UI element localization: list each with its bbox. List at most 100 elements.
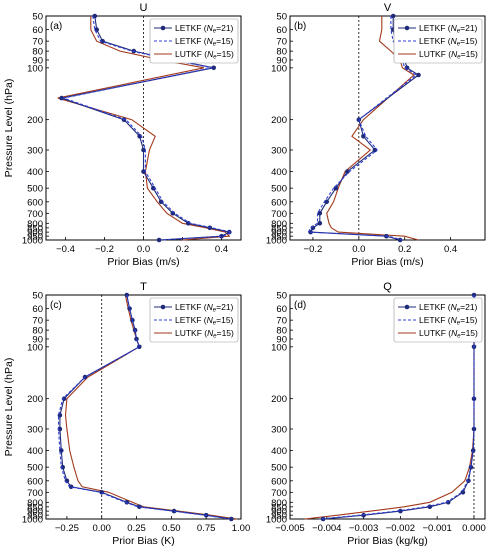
y-tick-label: 600 [27, 476, 43, 487]
data-point [141, 169, 146, 174]
y-tick-label: 50 [32, 12, 43, 23]
y-tick-label: 800 [271, 219, 287, 230]
legend-label: LUTKF (Ne=15) [419, 49, 478, 61]
y-tick-label: 400 [271, 167, 287, 178]
y-tick-label: 100 [27, 63, 43, 74]
data-point [151, 185, 156, 191]
legend-box [393, 297, 483, 343]
y-tick-label: 90 [276, 55, 287, 66]
data-point [137, 344, 142, 350]
chart-title: V [384, 2, 392, 14]
data-point [229, 516, 234, 522]
data-point [361, 134, 366, 139]
legend-box [149, 18, 239, 64]
chart-title: Q [383, 281, 392, 293]
y-tick-label: 90 [32, 55, 43, 66]
y-tick-label: 950 [271, 232, 287, 243]
y-tick-label: 850 [271, 502, 287, 513]
data-point [460, 490, 466, 495]
y-tick-label: 200 [271, 115, 287, 126]
legend-label: LETKF (Ne=15) [175, 315, 234, 327]
y-tick-label: 70 [276, 316, 287, 327]
y-tick-label: 300 [271, 424, 287, 435]
data-point [121, 117, 127, 122]
y-tick-label: 100 [271, 63, 287, 74]
data-point [156, 237, 162, 243]
legend: LETKF (Ne=21)LETKF (Ne=15)LUTKF (Ne=15) [393, 297, 483, 343]
y-tick-label: 900 [27, 228, 43, 239]
chart-title: U [140, 2, 148, 14]
x-tick-label: −0.25 [55, 523, 79, 534]
y-tick-label: 1000 [22, 236, 43, 247]
y-tick-label: 300 [27, 424, 43, 435]
y-tick-label: 500 [271, 463, 287, 474]
y-tick-label: 900 [27, 507, 43, 518]
y-tick-label: 950 [271, 511, 287, 522]
series-line-lutkf15 [326, 16, 419, 241]
x-tick-label: 0.50 [162, 523, 181, 534]
y-tick-label: 900 [271, 228, 287, 239]
y-tick-label: 300 [271, 145, 287, 156]
legend-marker [160, 25, 166, 31]
legend-label: LETKF (Ne=15) [419, 36, 478, 48]
x-tick-label: −0.002 [386, 523, 415, 534]
y-axis-label: Pressure Level (hPa) [3, 358, 15, 457]
y-tick-label: 600 [271, 476, 287, 487]
data-point [471, 426, 477, 432]
y-tick-label: 700 [27, 209, 43, 220]
y-tick-label: 700 [271, 488, 287, 499]
series-line-letkf15 [57, 294, 230, 520]
y-tick-label: 1000 [266, 236, 287, 247]
chart-title: T [140, 281, 147, 293]
legend-label: LETKF (Ne=21) [175, 23, 234, 35]
y-tick-label: 850 [27, 223, 43, 234]
legend-label: LETKF (Ne=15) [175, 36, 234, 48]
y-tick-label: 1000 [22, 515, 43, 526]
y-tick-label: 50 [276, 12, 287, 23]
legend-marker [160, 304, 166, 310]
y-tick-label: 60 [276, 304, 287, 315]
y-axis-label: Pressure Level (hPa) [3, 79, 15, 178]
y-tick-label: 60 [32, 304, 43, 315]
legend: LETKF (Ne=21)LETKF (Ne=15)LUTKF (Ne=15) [149, 297, 239, 343]
legend-label: LUTKF (Ne=15) [419, 328, 478, 340]
y-tick-label: 500 [27, 463, 43, 474]
y-tick-label: 850 [27, 502, 43, 513]
panel-label: (a) [50, 21, 62, 32]
plot-frame [289, 294, 486, 520]
y-tick-label: 700 [27, 488, 43, 499]
series-line-letkf15 [61, 15, 233, 241]
x-tick-label: −0.2 [304, 244, 323, 255]
x-tick-label: −0.4 [56, 244, 75, 255]
y-tick-label: 90 [276, 334, 287, 345]
y-tick-label: 100 [271, 342, 287, 353]
panel-label: (d) [294, 300, 306, 311]
data-point [398, 508, 403, 514]
x-tick-label: −0.001 [423, 523, 452, 534]
y-tick-label: 950 [27, 511, 43, 522]
data-point [211, 65, 216, 71]
series-line-lutkf15 [57, 16, 231, 241]
y-tick-label: 600 [27, 197, 43, 208]
x-tick-label: 0.00 [92, 523, 111, 534]
y-tick-label: 300 [27, 145, 43, 156]
y-tick-label: 400 [27, 167, 43, 178]
y-tick-label: 70 [32, 316, 43, 327]
x-tick-label: 0.0 [352, 244, 365, 255]
data-point [345, 169, 350, 174]
data-point [427, 504, 433, 510]
x-tick-label: 1.00 [232, 523, 251, 534]
x-axis-label: Prior Bias (K) [112, 535, 174, 547]
y-tick-label: 400 [271, 446, 287, 457]
y-tick-label: 800 [271, 498, 287, 509]
y-tick-label: 80 [32, 326, 43, 337]
data-point [445, 500, 451, 505]
y-tick-label: 200 [271, 394, 287, 405]
x-tick-label: 0.4 [444, 244, 457, 255]
x-tick-label: 0.0 [137, 244, 150, 255]
x-axis-label: Prior Bias (m/s) [107, 256, 179, 268]
y-tick-label: 70 [276, 37, 287, 48]
legend-label: LUTKF (Ne=15) [175, 49, 234, 61]
legend-label: LETKF (Ne=21) [175, 302, 234, 314]
